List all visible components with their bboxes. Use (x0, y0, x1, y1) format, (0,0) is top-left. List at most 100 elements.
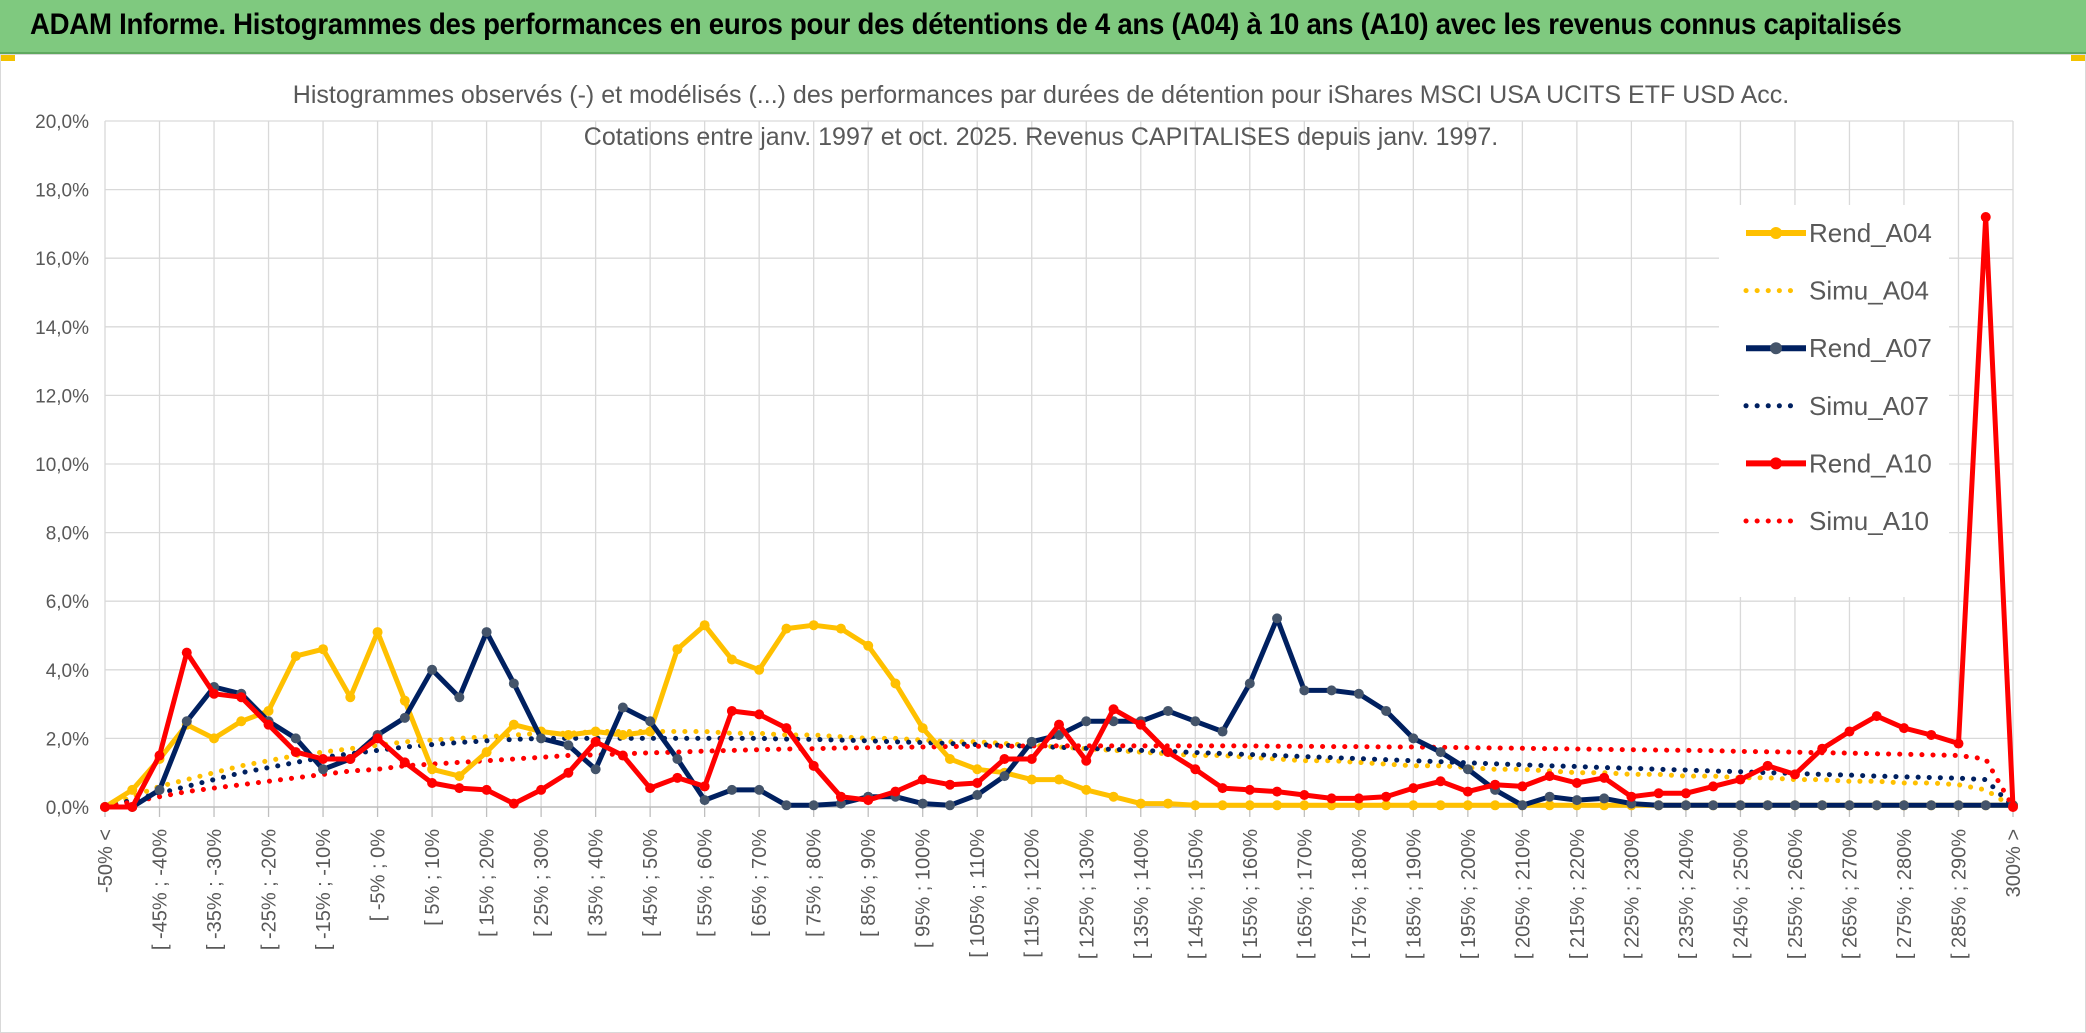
data-point (1299, 789, 1310, 800)
data-point (890, 786, 901, 797)
x-tick-label: 300% > (2003, 829, 2025, 897)
data-point (781, 800, 792, 811)
data-point (1353, 688, 1364, 699)
data-point (1517, 800, 1528, 811)
data-point (508, 798, 519, 809)
data-point (1026, 736, 1037, 747)
x-tick-label: [ 105% ; 110% (967, 829, 989, 958)
series-line (102, 743, 2016, 810)
data-point (563, 729, 574, 740)
series-simu-a10 (102, 743, 2016, 810)
data-point (263, 719, 274, 730)
data-point (1680, 788, 1691, 799)
data-point (917, 723, 928, 734)
series-line (102, 729, 2016, 810)
data-point (754, 664, 765, 675)
data-point (1544, 771, 1555, 782)
data-point (1026, 774, 1037, 785)
data-point (1599, 772, 1610, 783)
data-point (372, 627, 383, 638)
data-point (699, 781, 710, 792)
legend-item: Rend_A07 (1746, 333, 1932, 363)
y-tick-label: 0,0% (46, 798, 89, 819)
data-point (1898, 723, 1909, 734)
legend-label: Rend_A07 (1809, 333, 1932, 363)
data-point (726, 654, 737, 665)
x-tick-label: [ 175% ; 180% (1349, 829, 1371, 959)
banner-title: ADAM Informe. Histogrammes des performan… (30, 8, 1902, 41)
y-tick-label: 16,0% (35, 249, 89, 270)
y-tick-label: 20,0% (35, 112, 89, 133)
data-point (454, 783, 465, 794)
data-point (1462, 764, 1473, 775)
data-point (563, 767, 574, 778)
data-point (726, 705, 737, 716)
data-point (536, 784, 547, 795)
series-rend-a10 (100, 212, 2018, 812)
data-point (1817, 743, 1828, 754)
y-tick-label: 18,0% (35, 181, 89, 202)
data-point (1190, 716, 1201, 727)
data-point (917, 798, 928, 809)
y-tick-label: 6,0% (46, 592, 89, 613)
data-point (699, 795, 710, 806)
data-point (1217, 726, 1228, 737)
data-point (1544, 791, 1555, 802)
data-point (1871, 800, 1882, 811)
data-point (236, 692, 247, 703)
x-tick-label: [ 285% ; 290% (1948, 829, 1970, 959)
x-tick-label: [ 135% ; 140% (1131, 829, 1153, 959)
data-point (508, 719, 519, 730)
data-point (944, 753, 955, 764)
data-point (1381, 705, 1392, 716)
legend: Rend_A04 Simu_A04 Rend_A07 Simu_A07 Rend_A10… (1719, 205, 1949, 597)
data-point (1517, 781, 1528, 792)
x-tick-label: [ 255% ; 260% (1785, 829, 1807, 959)
data-point (863, 640, 874, 651)
data-point (590, 736, 601, 747)
data-point (372, 733, 383, 744)
legend-marker (1770, 227, 1782, 239)
data-point (781, 623, 792, 634)
data-point (1789, 769, 1800, 780)
data-point (1272, 613, 1283, 624)
data-point (890, 678, 901, 689)
data-point (645, 716, 656, 727)
data-point (1135, 798, 1146, 809)
x-axis: -50% < [ -45% ; -40% [ -35% ; -30% [ -25% ;… (95, 806, 2025, 959)
data-point (1980, 212, 1991, 223)
data-point (1217, 783, 1228, 794)
data-point (345, 753, 356, 764)
data-point (1762, 800, 1773, 811)
data-point (1244, 784, 1255, 795)
data-point (1435, 747, 1446, 758)
data-point (1163, 798, 1174, 809)
title-banner: ADAM Informe. Histogrammes des performan… (0, 0, 2086, 54)
data-point (944, 800, 955, 811)
data-point (1571, 795, 1582, 806)
corner-marker-top-left (1, 55, 15, 61)
data-point (617, 702, 628, 713)
x-tick-label: [ 75% ; 80% (804, 829, 826, 937)
data-point (1926, 800, 1937, 811)
legend-label: Rend_A04 (1809, 218, 1932, 248)
data-point (318, 764, 329, 775)
data-point (1163, 705, 1174, 716)
data-point (1953, 800, 1964, 811)
data-point (209, 733, 220, 744)
y-tick-label: 12,0% (35, 386, 89, 407)
data-point (1435, 776, 1446, 787)
data-point (154, 750, 165, 761)
data-point (1381, 791, 1392, 802)
data-point (481, 747, 492, 758)
x-tick-label: [ 215% ; 220% (1567, 829, 1589, 959)
data-point (1708, 781, 1719, 792)
data-point (999, 753, 1010, 764)
data-point (563, 740, 574, 751)
data-point (835, 798, 846, 809)
data-point (1844, 800, 1855, 811)
data-point (1653, 788, 1664, 799)
y-tick-label: 10,0% (35, 455, 89, 476)
data-point (1626, 791, 1637, 802)
data-point (1081, 755, 1092, 766)
